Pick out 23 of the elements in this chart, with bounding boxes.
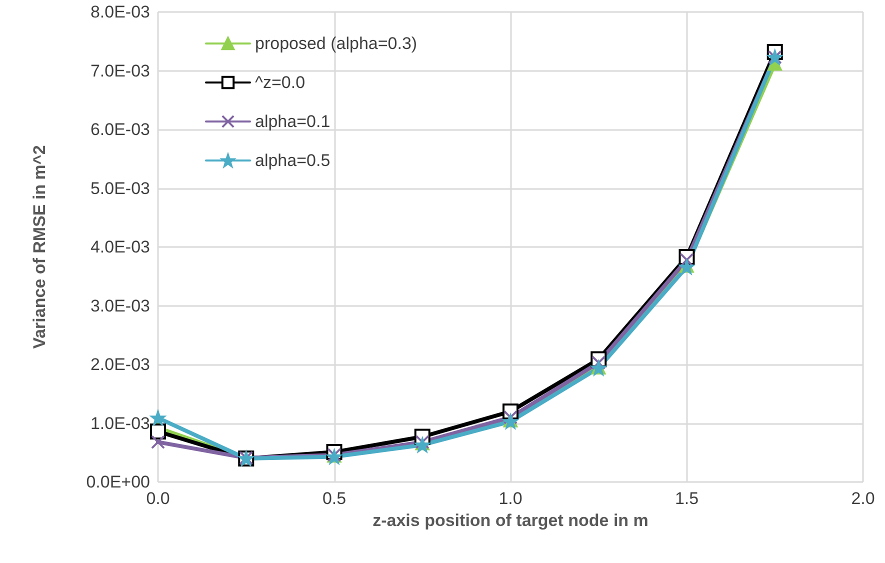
point [151,435,165,450]
x-tick-label: 1.5 [674,489,699,508]
point [150,423,166,440]
y-tick-label: 3.0E-03 [90,296,150,316]
point [151,410,165,425]
y-tick-label: 1.0E-03 [90,414,150,433]
y-axis-title: Variance of RMSE in m^2 [30,145,49,349]
legend-label: ^z=0.0 [255,73,306,92]
y-tick-label: 4.0E-03 [90,238,150,256]
y-tick-label: 5.0E-03 [90,178,150,198]
legend-label: alpha=0.5 [255,151,330,170]
y-tick-label: 6.0E-03 [90,120,150,139]
x-tick-label: 0.5 [322,489,346,508]
x-tick-label: 0.0 [146,489,170,508]
x-axis-title: z-axis position of target node in m [372,511,648,530]
legend-label: proposed (alpha=0.3) [255,34,418,53]
y-tick-label: 8.0E-03 [90,2,150,22]
y-tick-label: 0.0E+00 [86,472,150,492]
legend-label: alpha=0.1 [255,112,330,131]
y-tick-label: 7.0E-03 [90,61,150,80]
x-tick-label: 2.0 [851,489,875,508]
y-tick-label: 2.0E-03 [90,355,150,374]
x-tick-label: 1.0 [498,489,522,508]
